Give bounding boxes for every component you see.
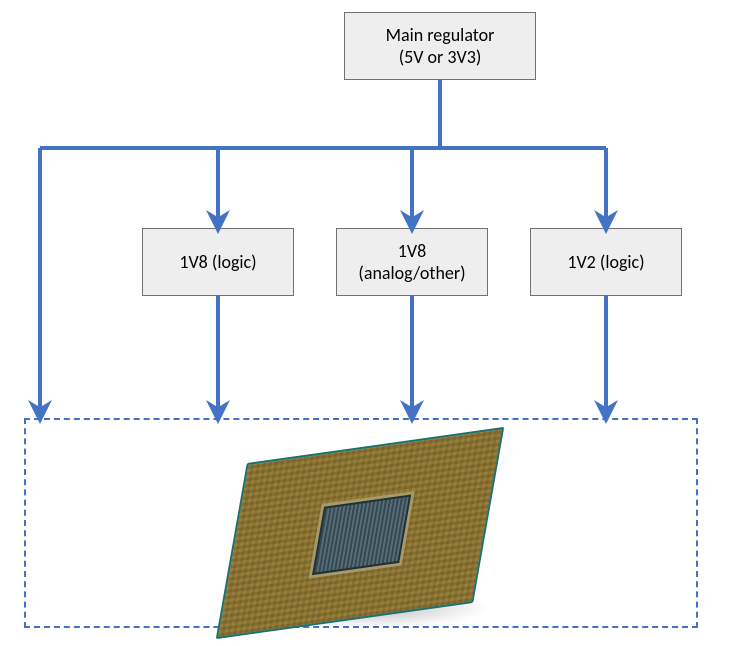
node-1v2-logic-label: 1V2 (logic) — [567, 251, 644, 274]
chip-die — [312, 495, 410, 575]
node-1v8-logic: 1V8 (logic) — [142, 228, 294, 296]
node-1v2-logic: 1V2 (logic) — [530, 228, 682, 296]
node-main-regulator-label: Main regulator(5V or 3V3) — [386, 24, 495, 69]
node-1v8-analog-label: 1V8(analog/other) — [358, 240, 465, 285]
node-main-regulator: Main regulator(5V or 3V3) — [344, 12, 536, 80]
node-1v8-analog: 1V8(analog/other) — [336, 228, 488, 296]
node-1v8-logic-label: 1V8 (logic) — [179, 251, 256, 274]
